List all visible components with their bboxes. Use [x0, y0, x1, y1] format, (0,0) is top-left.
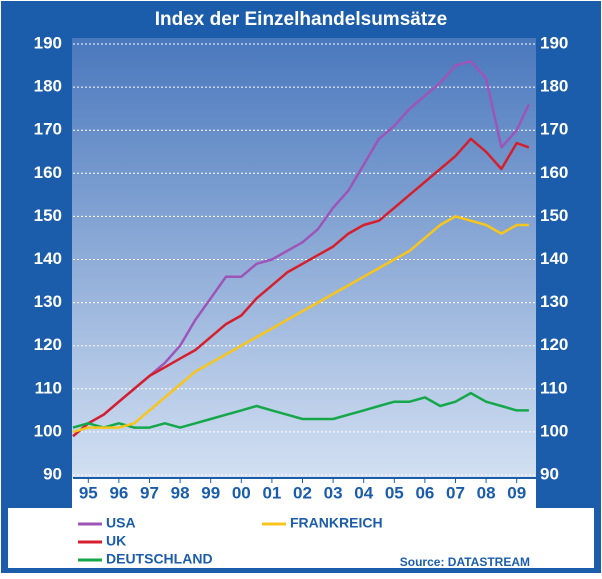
legend-area [8, 508, 594, 568]
series-line [72, 215, 529, 434]
y2-tick-label: 130 [540, 292, 568, 311]
x-tick-label: 04 [354, 483, 373, 502]
x-tick-label: 96 [109, 483, 128, 502]
y2-tick-label: 90 [540, 464, 559, 483]
y2-tick-label: 180 [540, 77, 568, 96]
x-tick-label: 03 [324, 483, 343, 502]
y-tick-label: 170 [34, 120, 62, 139]
source: Source: DATASTREAM [400, 555, 530, 569]
legend-label: UK [106, 533, 126, 549]
y-tick-label: 190 [34, 33, 62, 52]
x-tick-label: 98 [171, 483, 190, 502]
legend-label: DEUTSCHLAND [106, 551, 213, 567]
series-line [72, 137, 530, 438]
plot-area [72, 38, 536, 478]
legend-label: USA [106, 515, 136, 531]
x-tick-label: 99 [201, 483, 220, 502]
y-tick-label: 110 [35, 378, 62, 397]
y2-tick-label: 140 [540, 249, 568, 268]
y2-tick-label: 160 [540, 163, 568, 182]
x-tick-label: 09 [507, 483, 526, 502]
y-tick-label: 120 [34, 335, 62, 354]
x-tick-label: 95 [79, 483, 98, 502]
y-tick-label: 180 [34, 77, 62, 96]
y-tick-label: 90 [43, 464, 62, 483]
y-tick-label: 150 [34, 206, 62, 225]
y2-tick-label: 170 [540, 120, 568, 139]
x-tick-label: 06 [415, 483, 434, 502]
y2-tick-label: 190 [540, 33, 568, 52]
x-tick-label: 01 [262, 483, 281, 502]
x-tick-label: 97 [140, 483, 159, 502]
x-tick-label: 00 [232, 483, 251, 502]
chart-title: Index der Einzelhandelsumsätze [155, 9, 447, 30]
y-tick-label: 140 [34, 249, 62, 268]
x-tick-label: 02 [293, 483, 312, 502]
legend-label: FRANKREICH [290, 515, 383, 531]
y-tick-label: 160 [34, 163, 62, 182]
y2-tick-label: 150 [540, 206, 568, 225]
x-tick-label: 07 [446, 483, 465, 502]
x-tick-label: 08 [477, 483, 496, 502]
y-tick-label: 100 [34, 421, 62, 440]
y2-tick-label: 110 [540, 378, 567, 397]
series-line [72, 391, 529, 429]
y2-tick-label: 100 [540, 421, 568, 440]
y2-tick-label: 120 [540, 335, 568, 354]
x-tick-label: 05 [385, 483, 404, 502]
y-tick-label: 130 [34, 292, 62, 311]
